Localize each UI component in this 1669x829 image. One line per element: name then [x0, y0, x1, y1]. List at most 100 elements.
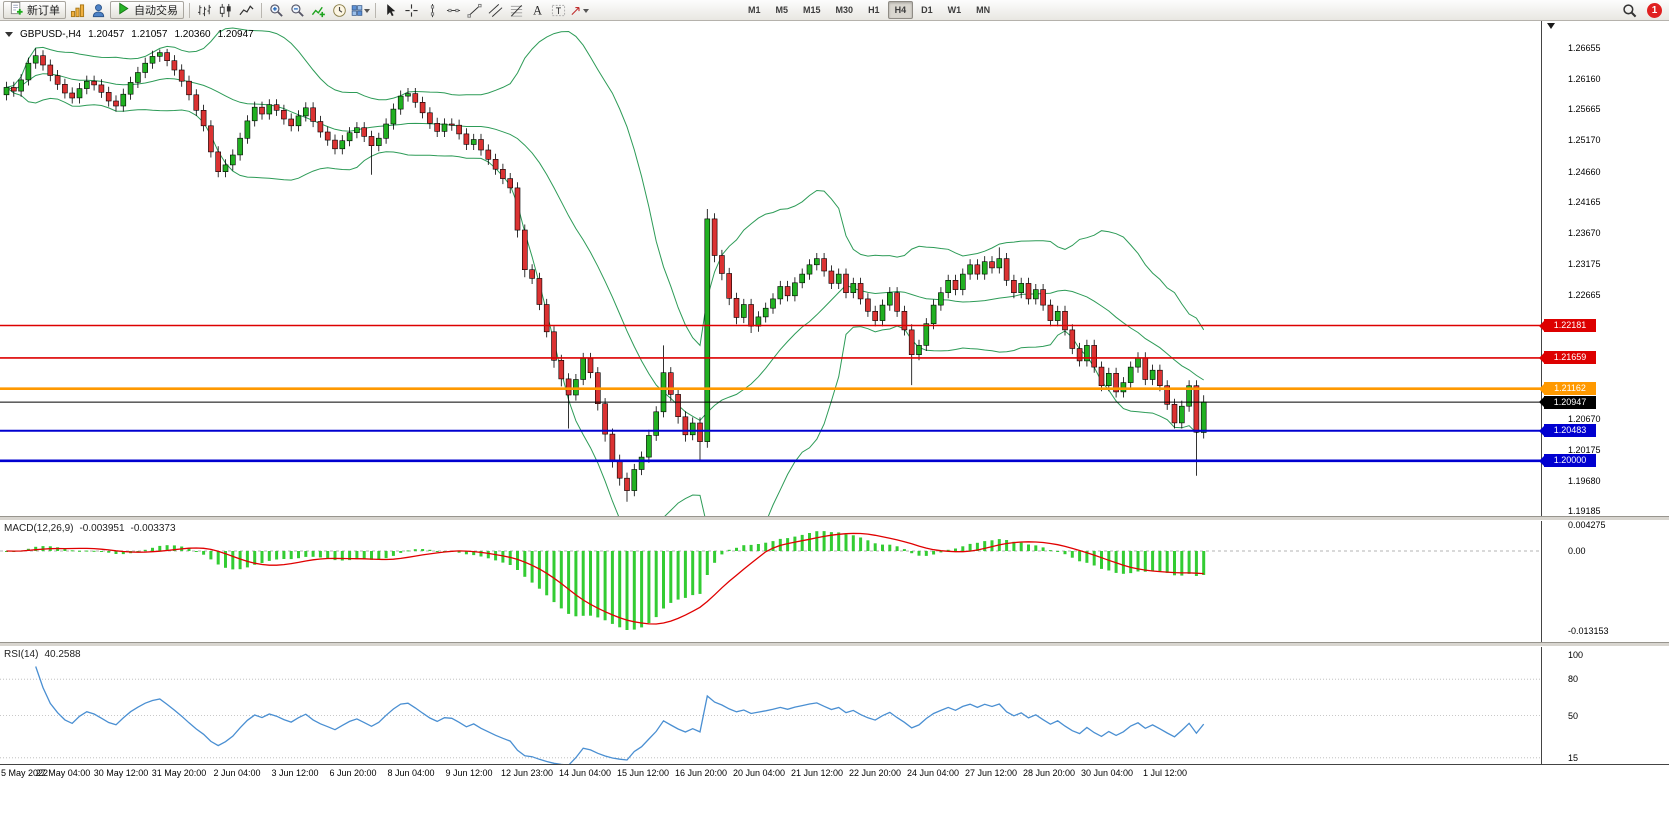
svg-text:T: T [556, 5, 562, 15]
vertical-line-tool-button[interactable] [423, 1, 442, 19]
time-label: 15 Jun 12:00 [616, 768, 670, 778]
timeframe-d1[interactable]: D1 [921, 5, 933, 15]
line-chart-type-button[interactable] [237, 1, 256, 19]
line-chart-type-icon [239, 4, 254, 15]
candlestick-chart-type-icon [219, 3, 231, 17]
timeframe-h1[interactable]: H1 [868, 5, 880, 15]
time-label: 20 Jun 04:00 [732, 768, 786, 778]
autotrade-button[interactable]: 自动交易 [110, 1, 184, 19]
rsi-plot[interactable] [0, 647, 1541, 764]
price-badge: 1.21162 [1539, 382, 1596, 396]
rsi-pane: 100 80 50 15 RSI(14) 40.2588 [0, 647, 1669, 764]
cursor-tool-button[interactable] [381, 1, 400, 19]
toolbar-separator [261, 2, 262, 18]
price-tick: 1.20175 [1568, 444, 1601, 455]
trendline-tool-button[interactable] [465, 1, 484, 19]
timeframe-m15[interactable]: M15 [803, 5, 821, 15]
price-tick: 1.20670 [1568, 414, 1601, 425]
arrow-tool-button[interactable] [570, 1, 589, 19]
toolbar-separator [375, 2, 376, 18]
autotrade-play-icon [116, 1, 131, 19]
rsi-axis-tick: 50 [1568, 710, 1579, 721]
zoom-out-icon [291, 3, 304, 17]
price-tick: 1.24660 [1568, 166, 1601, 177]
timeframe-mn[interactable]: MN [976, 5, 991, 15]
bar-chart-type-button[interactable] [195, 1, 214, 19]
templates-button[interactable] [351, 1, 370, 19]
indicators-icon [311, 6, 325, 17]
time-label: 9 Jun 12:00 [445, 768, 493, 778]
fibonacci-tool-button[interactable] [507, 1, 526, 19]
search-icon [1623, 3, 1637, 17]
rsi-axis-tick: 80 [1568, 674, 1579, 685]
new-chart-button[interactable] [68, 1, 87, 19]
time-label: 27 May 04:00 [35, 768, 91, 778]
profiles-icon [92, 3, 105, 17]
timeframe-w1[interactable]: W1 [947, 5, 962, 15]
new-order-icon [9, 1, 24, 19]
macd-plot[interactable] [0, 521, 1541, 642]
profiles-button[interactable] [89, 1, 108, 19]
price-badge: 1.20000 [1539, 454, 1596, 468]
notification-badge[interactable]: 1 [1647, 2, 1662, 18]
timeframe-m5[interactable]: M5 [775, 5, 789, 15]
channel-tool-button[interactable] [486, 1, 505, 19]
timeframe-m1[interactable]: M1 [748, 5, 761, 15]
price-tick: 1.19680 [1568, 475, 1601, 486]
toolbar-right-group: 1 [1620, 1, 1666, 19]
new-chart-icon [70, 3, 85, 17]
cursor-icon [387, 3, 396, 16]
macd-axis-tick: -0.013153 [1568, 626, 1609, 637]
trendline-icon [467, 3, 482, 18]
time-label: 2 Jun 04:00 [213, 768, 261, 778]
vertical-line-icon [430, 3, 435, 17]
horizontal-line-icon [446, 8, 461, 12]
time-label: 30 May 12:00 [93, 768, 149, 778]
text-tool-button[interactable]: A [528, 1, 547, 19]
new-order-label: 新订单 [27, 5, 60, 17]
macd-axis[interactable]: 0.004275 0.00 -0.013153 [1541, 520, 1669, 642]
indicators-button[interactable] [309, 1, 328, 19]
rsi-axis-tick: 15 [1568, 752, 1579, 763]
time-label: 14 Jun 04:00 [558, 768, 612, 778]
main-chart-plot[interactable] [0, 21, 1541, 516]
time-label: 22 Jun 20:00 [848, 768, 902, 778]
time-label: 5 May 2022 [1, 768, 49, 778]
time-label: 8 Jun 04:00 [387, 768, 435, 778]
time-label: 21 Jun 12:00 [790, 768, 844, 778]
zoom-in-button[interactable] [267, 1, 286, 19]
candlestick-chart-type-button[interactable] [216, 1, 235, 19]
main-price-axis[interactable]: 1.26655 1.26160 1.25665 1.25170 1.24660 1.241… [1539, 21, 1669, 516]
autotrade-label: 自动交易 [134, 5, 178, 17]
pane-splitter[interactable] [0, 516, 1669, 521]
horizontal-line-tool-button[interactable] [444, 1, 463, 19]
svg-text:A: A [533, 3, 542, 17]
timeframe-m30[interactable]: M30 [835, 5, 854, 15]
periods-button[interactable] [330, 1, 349, 19]
crosshair-tool-button[interactable] [402, 1, 421, 19]
timeframe-h4[interactable]: H4 [887, 1, 914, 19]
price-tick: 1.23175 [1568, 258, 1601, 269]
toolbar-separator [189, 2, 190, 18]
price-badge: 1.22181 [1539, 319, 1596, 332]
time-label: 28 Jun 20:00 [1022, 768, 1076, 778]
rsi-axis[interactable]: 100 80 50 15 [1541, 647, 1669, 764]
time-label: 24 Jun 04:00 [906, 768, 960, 778]
channel-icon [488, 3, 503, 17]
new-order-button[interactable]: 新订单 [3, 1, 66, 19]
pane-splitter[interactable] [0, 642, 1669, 647]
timeframe-group: M1 M5 M15 M30 H1 H4 D1 W1 MN [741, 1, 997, 19]
rsi-axis-tick: 100 [1568, 650, 1584, 660]
zoom-out-button[interactable] [288, 1, 307, 19]
fibonacci-icon [510, 4, 523, 17]
price-tick: 1.22665 [1568, 290, 1601, 301]
scroll-end-marker [1547, 23, 1555, 33]
time-axis[interactable]: 5 May 2022 27 May 04:00 30 May 12:00 31 May… [0, 764, 1669, 780]
text-label-tool-button[interactable]: T [549, 1, 568, 19]
time-label: 16 Jun 20:00 [674, 768, 728, 778]
search-button[interactable] [1620, 1, 1639, 19]
price-badge: 1.20947 [1539, 395, 1596, 409]
toolbar: 新订单 自动交易 A T M1 M5 M15 M30 H1 H4 D1 W1 MN 1 [0, 0, 1669, 21]
templates-icon [351, 4, 363, 16]
price-tick: 1.23670 [1568, 228, 1601, 239]
